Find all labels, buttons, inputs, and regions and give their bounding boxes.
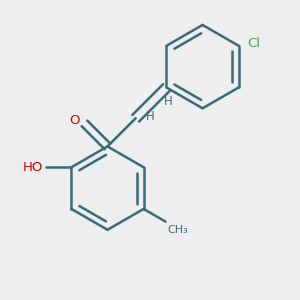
Text: H: H (146, 110, 154, 123)
Text: Cl: Cl (248, 38, 261, 50)
Text: CH₃: CH₃ (167, 224, 188, 235)
Text: H: H (164, 95, 172, 108)
Text: HO: HO (23, 161, 43, 174)
Text: O: O (70, 114, 80, 127)
